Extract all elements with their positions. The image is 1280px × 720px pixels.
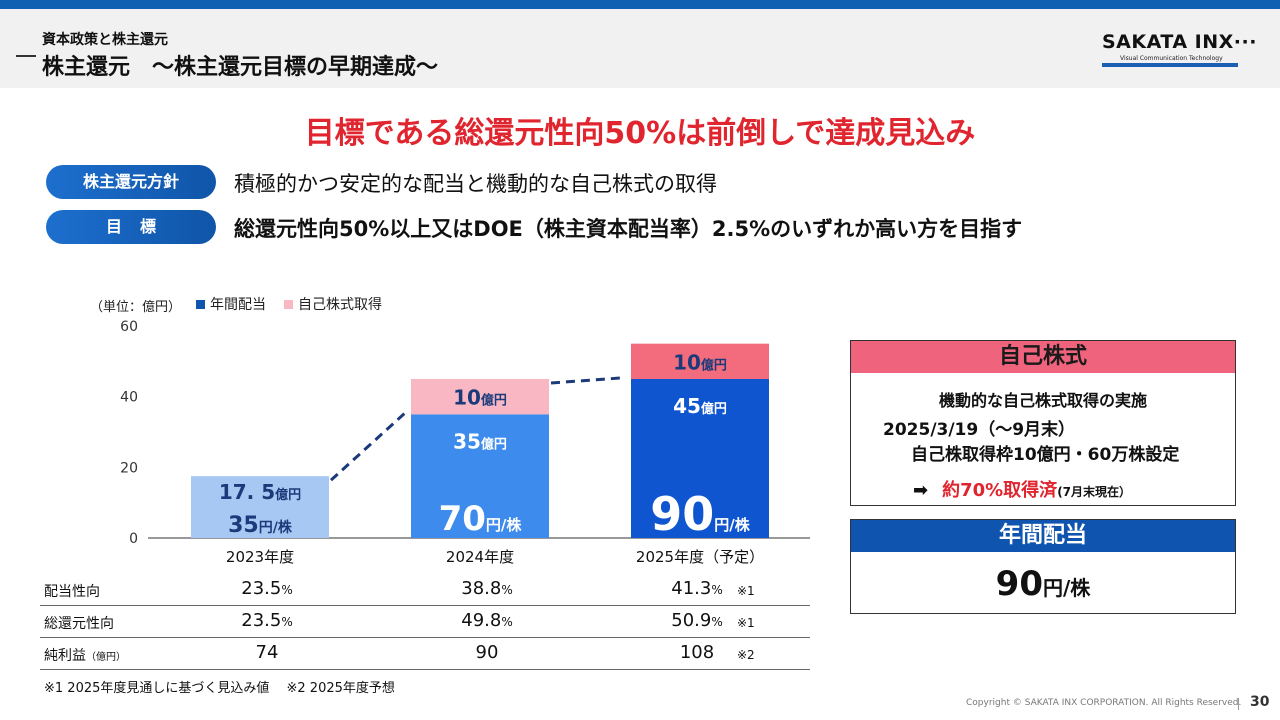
company-logo: SAKATA INX··· Visual Communication Techn…	[1100, 31, 1256, 81]
row-label: 純利益（億円）	[44, 648, 126, 664]
table-row: 総還元性向 23.5% 49.8% 50.9% ※1	[40, 606, 810, 638]
goal-text: 総還元性向50%以上又はDOE（株主資本配当率）2.5%のいずれか高い方を目指す	[234, 217, 1023, 241]
table-row: 配当性向 23.5% 38.8% 41.3% ※1	[40, 574, 810, 606]
table-cell: 23.5%	[241, 578, 293, 599]
table-cell: 90	[475, 642, 499, 663]
footnote-mark: ※1	[737, 584, 755, 598]
dividend-amount: 90円/株	[995, 564, 1091, 604]
y-tick-label: 20	[120, 460, 138, 476]
table-cell: 108	[679, 642, 715, 663]
table-cell: 23.5%	[241, 610, 293, 631]
y-tick-label: 40	[120, 390, 138, 406]
dividend-box: 年間配当 90円/株	[850, 519, 1236, 614]
row-label: 総還元性向	[44, 616, 114, 632]
buyback-line3: 自己株取得枠10億円・60万株設定	[911, 445, 1180, 465]
legend-swatch-1	[196, 300, 205, 309]
dps-label: 70円/株	[439, 499, 523, 539]
table-cell: 74	[255, 642, 279, 663]
logo-tagline: Visual Communication Technology	[1120, 55, 1223, 62]
buyback-status-text: 約70%取得済	[942, 480, 1058, 501]
buyback-status-note: (7月末現在）	[1057, 485, 1132, 499]
footnote-mark: ※2	[737, 648, 755, 662]
bar-value-label: 45億円	[673, 394, 727, 418]
bar-buyback-2	[411, 379, 549, 415]
right-arrow-icon: ➡	[913, 480, 929, 501]
footnote-mark: ※1	[737, 616, 755, 630]
return-bar-chart: （単位：億円） 年間配当 自己株式取得 0 20 40 60 17. 5億円 35円/株 2023…	[90, 296, 810, 566]
legend-label-1: 年間配当	[210, 297, 266, 313]
page-header: 資本政策と株主還元 株主還元 ～株主還元目標の早期達成～ SAKATA INX·…	[0, 9, 1280, 88]
table-cell: 49.8%	[461, 610, 513, 631]
x-tick-label: 2023年度	[226, 548, 294, 566]
table-row: 純利益（億円） 74 90 108 ※2	[40, 638, 810, 670]
table-cell: 38.8%	[461, 578, 513, 599]
top-accent-bar	[0, 0, 1280, 9]
bar-value-label: 10億円	[453, 386, 507, 410]
headline: 目標である総還元性向50%は前倒しで達成見込み	[304, 116, 976, 151]
bar-value-label: 10億円	[673, 350, 727, 374]
policy-text: 積極的かつ安定的な配当と機動的な自己株式の取得	[234, 172, 717, 196]
section-title: 資本政策と株主還元	[42, 32, 168, 48]
page-separator	[1238, 698, 1239, 710]
y-tick-label: 0	[129, 531, 138, 547]
bar-dividend-3	[631, 379, 769, 538]
buyback-line1: 機動的な自己株式取得の実施	[938, 391, 1147, 410]
dividend-box-title: 年間配当	[851, 520, 1235, 552]
logo-dots-icon: ···	[1233, 31, 1257, 53]
policy-label: 株主還元方針	[46, 165, 216, 199]
legend-label-2: 自己株式取得	[298, 296, 382, 313]
bar-dividend-1	[191, 476, 329, 538]
y-tick-label: 60	[120, 319, 138, 335]
trend-dashed-line	[550, 376, 626, 385]
metrics-table: 配当性向 23.5% 38.8% 41.3% ※1 総還元性向 23.5% 49.8% 50.9…	[40, 574, 810, 670]
trend-dashed-line	[329, 411, 407, 482]
bar-buyback-3	[631, 343, 769, 379]
buyback-box: 自己株式 機動的な自己株式取得の実施 2025/3/19（～9月末） 自己株取得…	[850, 340, 1236, 506]
buyback-status: ➡ 約70%取得済(7月末現在）	[913, 476, 1131, 502]
logo-name: SAKATA INX···	[1102, 31, 1257, 53]
bar-value-label: 35億円	[453, 429, 507, 453]
goal-label: 目標	[46, 210, 216, 244]
x-tick-label: 2024年度	[446, 548, 514, 566]
footnotes: ※1 2025年度見通しに基づく見込み値 ※2 2025年度予想	[44, 681, 395, 696]
buyback-line2: 2025/3/19（～9月末）	[883, 420, 1076, 440]
dps-label: 35円/株	[228, 513, 293, 538]
page-title: 株主還元 ～株主還元目標の早期達成～	[42, 55, 439, 80]
table-cell: 41.3%	[671, 578, 723, 599]
header-dash	[16, 55, 36, 57]
chart-unit-label: （単位：億円）	[90, 299, 181, 315]
legend-swatch-2	[284, 300, 293, 309]
dps-label: 90円/株	[650, 487, 750, 541]
table-cell: 50.9%	[671, 610, 723, 631]
bar-dividend-2	[411, 414, 549, 538]
buyback-box-title: 自己株式	[851, 341, 1235, 373]
bar-value-label: 17. 5億円	[219, 480, 301, 504]
logo-rule	[1102, 63, 1238, 67]
copyright: Copyright © SAKATA INX CORPORATION. All …	[966, 698, 1242, 708]
page-number: 30	[1250, 694, 1270, 710]
x-tick-label: 2025年度（予定）	[636, 548, 764, 566]
row-label: 配当性向	[44, 584, 100, 600]
